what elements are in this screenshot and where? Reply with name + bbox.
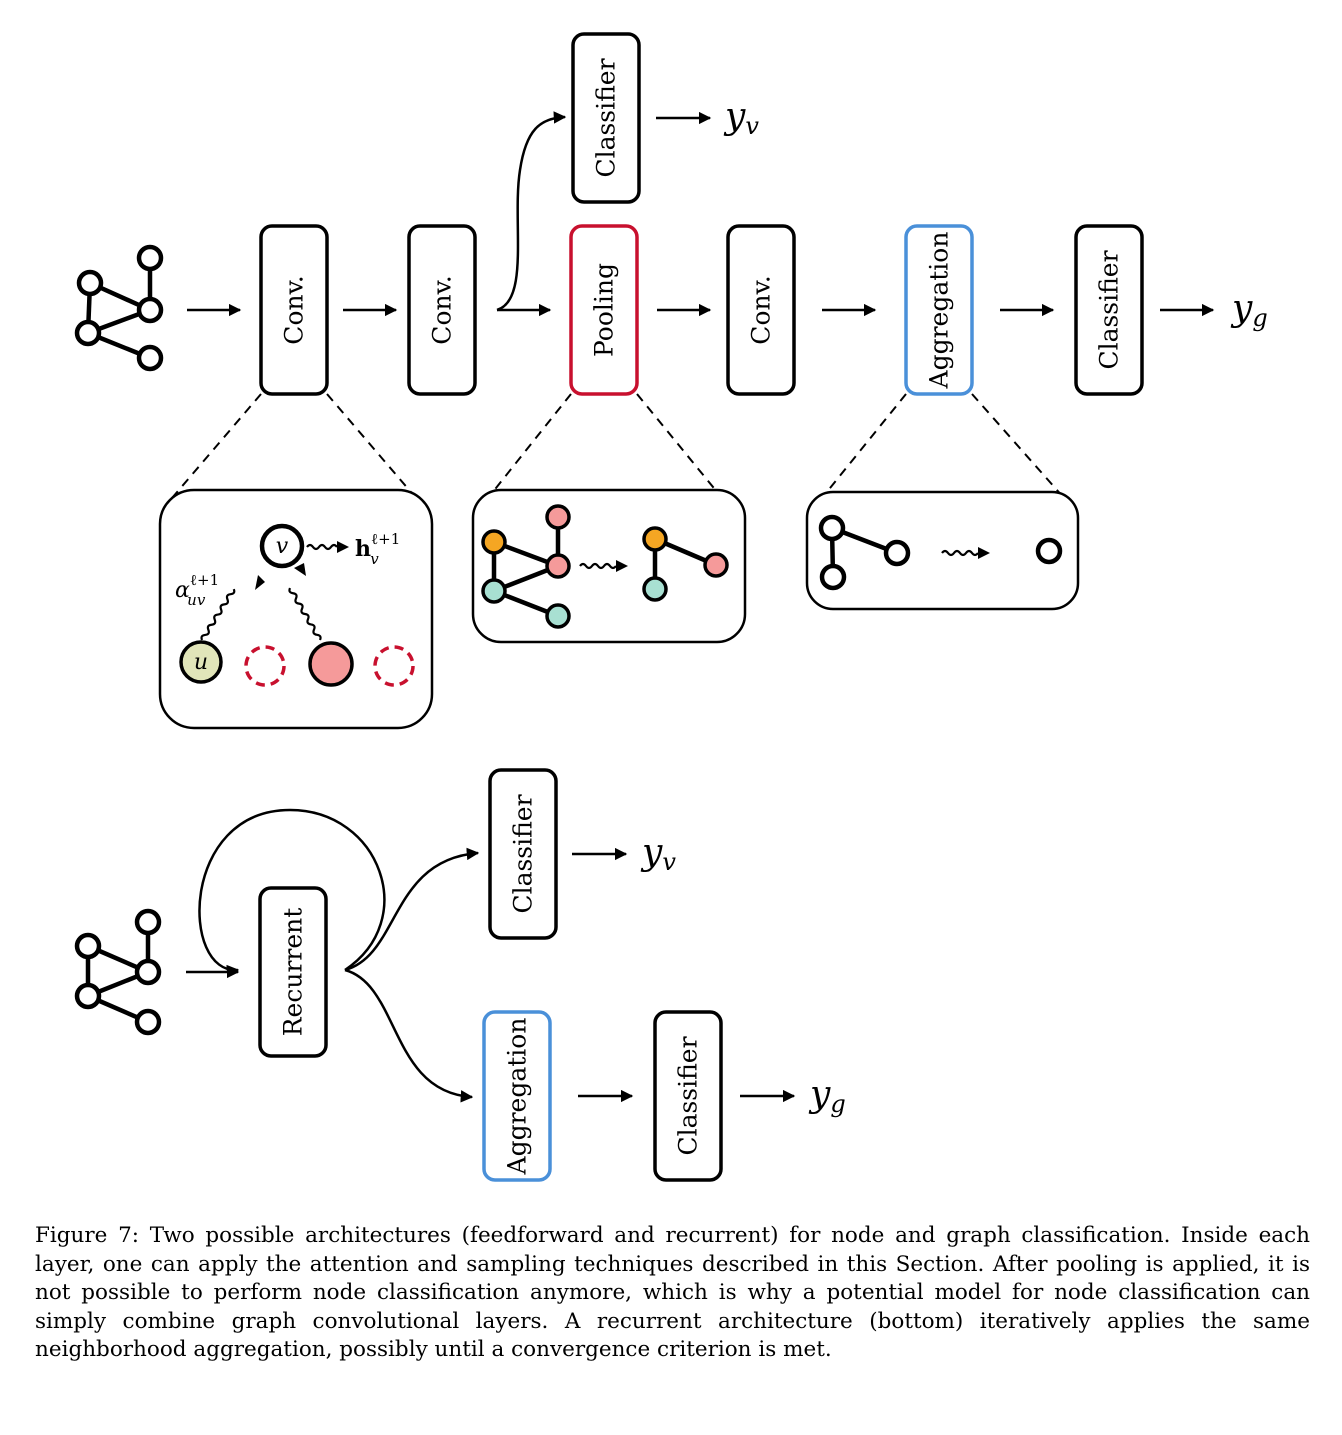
graph-classifier-top-label: Classifier (1095, 250, 1124, 369)
source-node (179, 640, 223, 684)
aggregation-layer: Aggregation (904, 224, 974, 396)
graph-classifier-top: Classifier (1074, 224, 1144, 396)
target-node-label: v (276, 534, 289, 559)
pooling-layer: Pooling (569, 224, 639, 396)
aggregation-layer-label: Aggregation (925, 232, 954, 390)
hidden-state-label: hℓ+1 v (355, 530, 400, 568)
recurrent-loop (198, 808, 386, 978)
dropped-neighbor-1 (244, 645, 286, 687)
conv-layer-3-label: Conv. (747, 275, 776, 344)
feedforward-input-graph (74, 244, 164, 372)
attention-label: αℓ+1 uv (175, 571, 219, 609)
node-output-top: yv (723, 96, 759, 140)
pooling-detail-panel (471, 488, 747, 644)
recurrent-layer-label: Recurrent (279, 908, 308, 1037)
neighbor-node (308, 641, 354, 687)
graph-classifier-bottom-label: Classifier (674, 1036, 703, 1155)
aggregation-layer-bottom-label: Aggregation (503, 1018, 532, 1176)
pooling-layer-label: Pooling (590, 263, 619, 357)
architecture-diagram: Conv. Conv. Classifier yv Pooling Conv. … (74, 32, 1268, 1182)
aggregation-detail-panel (805, 490, 1080, 611)
recurrent-layer: Recurrent (258, 886, 328, 1058)
aggregation-layer-bottom: Aggregation (482, 1010, 552, 1182)
conv-layer-1: Conv. (259, 224, 329, 396)
graph-classifier-bottom: Classifier (653, 1010, 723, 1182)
graph-output-bottom: yg (808, 1074, 846, 1118)
node-classifier-bottom: Classifier (488, 768, 558, 940)
conv-detail-panel: v hℓ+1 v αℓ+1 uv u (158, 488, 434, 730)
node-classifier-bottom-label: Classifier (509, 794, 538, 913)
node-classifier-top: Classifier (571, 32, 641, 204)
dropped-neighbor-2 (373, 645, 415, 687)
node-output-bottom: yv (640, 832, 676, 876)
figure-caption: Figure 7: Two possible architectures (fe… (35, 1223, 1310, 1362)
conv-layer-3: Conv. (726, 224, 796, 396)
source-node-label: u (194, 650, 208, 675)
conv-layer-2: Conv. (407, 224, 477, 396)
conv-layer-1-label: Conv. (280, 275, 309, 344)
recurrent-input-graph (74, 908, 162, 1036)
node-classifier-top-label: Classifier (592, 58, 621, 177)
conv-layer-2-label: Conv. (428, 275, 457, 344)
graph-output-top: yg (1230, 288, 1268, 332)
